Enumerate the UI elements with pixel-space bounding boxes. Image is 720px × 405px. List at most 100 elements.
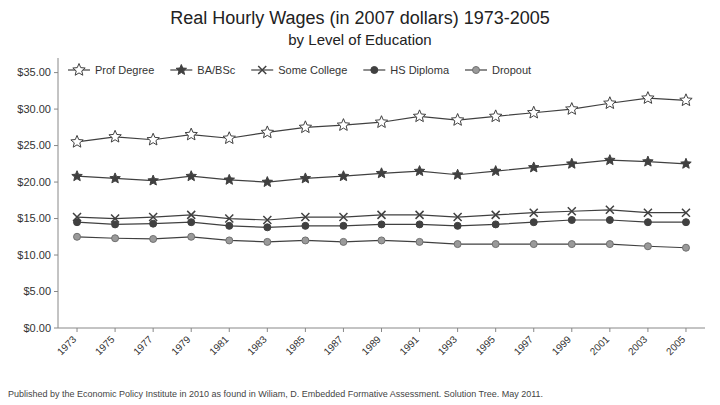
y-tick — [54, 255, 58, 256]
data-point — [530, 241, 537, 248]
data-point — [150, 235, 157, 242]
data-point — [682, 244, 689, 251]
x-tick-label: 1983 — [245, 333, 269, 357]
x-tick — [381, 328, 382, 332]
data-point — [338, 171, 348, 181]
x-tick — [495, 328, 496, 332]
y-tick — [54, 328, 58, 329]
x-tick — [77, 328, 78, 332]
data-point — [263, 216, 271, 224]
data-point — [681, 158, 691, 168]
y-tick — [54, 72, 58, 73]
data-point — [337, 119, 349, 131]
data-point — [452, 169, 462, 179]
data-point — [492, 241, 499, 248]
legend-label: BA/BSc — [197, 64, 235, 76]
y-tick — [54, 145, 58, 146]
x-tick — [647, 328, 648, 332]
data-point — [302, 222, 309, 229]
data-point — [340, 238, 347, 245]
data-point — [261, 126, 273, 138]
x-tick-label: 1981 — [207, 333, 231, 357]
y-tick — [54, 109, 58, 110]
data-point — [642, 92, 654, 104]
data-point — [264, 238, 271, 245]
legend-label: HS Diploma — [390, 64, 450, 76]
legend-label: Dropout — [492, 64, 531, 76]
data-point — [528, 106, 540, 118]
x-tick-label: 1991 — [397, 333, 421, 357]
x-tick-label: 1977 — [131, 333, 155, 357]
y-tick-label: $25.00 — [17, 139, 51, 151]
data-point — [568, 217, 575, 224]
legend: Prof DegreeBA/BScSome CollegeHS DiplomaD… — [68, 64, 531, 77]
data-point — [299, 121, 311, 133]
title: Real Hourly Wages (in 2007 dollars) 1973… — [170, 8, 550, 28]
data-point — [643, 156, 653, 166]
y-tick — [54, 218, 58, 219]
subtitle: by Level of Education — [288, 31, 431, 48]
data-point — [185, 128, 197, 140]
data-point — [567, 158, 577, 168]
legend-item: HS Diploma — [363, 64, 450, 76]
data-point — [223, 132, 235, 144]
data-point — [606, 206, 614, 214]
x-tick — [571, 328, 572, 332]
data-point — [378, 237, 385, 244]
data-point — [490, 166, 500, 176]
data-point — [606, 241, 613, 248]
data-point — [186, 171, 196, 181]
data-point — [188, 233, 195, 240]
data-point — [680, 94, 692, 106]
data-point — [682, 219, 689, 226]
data-point — [375, 116, 387, 128]
x-tick — [457, 328, 458, 332]
legend-marker — [73, 64, 85, 76]
data-point — [264, 224, 271, 231]
y-tick-label: $10.00 — [17, 249, 51, 261]
data-point — [682, 209, 690, 217]
data-point — [529, 162, 539, 172]
data-point — [454, 213, 462, 221]
y-tick — [54, 291, 58, 292]
x-tick — [419, 328, 420, 332]
x-tick-label: 1995 — [474, 333, 498, 357]
data-point — [378, 211, 386, 219]
data-point — [492, 211, 500, 219]
x-tick-label: 1973 — [55, 333, 79, 357]
data-point — [147, 133, 159, 145]
x-tick — [609, 328, 610, 332]
legend-marker — [473, 67, 480, 74]
data-point — [112, 235, 119, 242]
x-tick — [267, 328, 268, 332]
y-tick-label: $20.00 — [17, 176, 51, 188]
legend-marker — [258, 66, 266, 74]
data-point — [566, 103, 578, 115]
x-tick — [191, 328, 192, 332]
data-point — [302, 237, 309, 244]
data-point — [413, 110, 425, 122]
data-point — [378, 221, 385, 228]
x-tick-label: 1979 — [169, 333, 193, 357]
y-tick-label: $5.00 — [23, 285, 51, 297]
x-tick-label: 1985 — [283, 333, 307, 357]
data-point — [110, 173, 120, 183]
data-point — [224, 174, 234, 184]
x-tick — [305, 328, 306, 332]
data-point — [644, 243, 651, 250]
data-point — [112, 221, 119, 228]
y-tick-label: $0.00 — [23, 322, 51, 334]
x-tick-label: 2005 — [664, 333, 688, 357]
data-point — [109, 130, 121, 142]
data-point — [489, 110, 501, 122]
data-point — [376, 168, 386, 178]
data-point — [451, 114, 463, 126]
data-point — [416, 238, 423, 245]
data-point — [568, 241, 575, 248]
legend-label: Some College — [278, 64, 347, 76]
data-point — [339, 213, 347, 221]
x-tick — [115, 328, 116, 332]
data-point — [187, 211, 195, 219]
x-tick — [533, 328, 534, 332]
x-tick-label: 1975 — [93, 333, 117, 357]
